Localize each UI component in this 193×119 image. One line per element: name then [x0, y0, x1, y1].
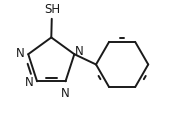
Text: SH: SH — [45, 3, 61, 16]
Text: N: N — [25, 76, 33, 89]
Text: N: N — [75, 45, 84, 58]
Text: N: N — [61, 87, 70, 100]
Text: N: N — [16, 47, 25, 60]
